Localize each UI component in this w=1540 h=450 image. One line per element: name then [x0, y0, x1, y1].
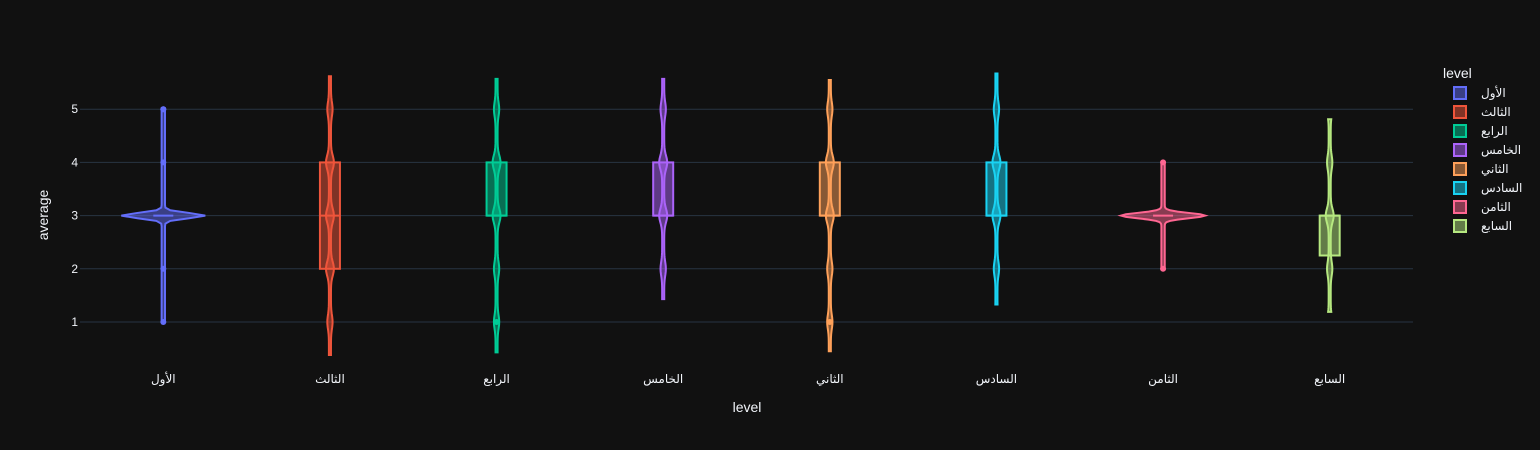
- y-gridlines: [80, 108, 1413, 323]
- y-tick-label: 3: [71, 209, 78, 223]
- violin-5: [818, 78, 841, 353]
- legend-item-1[interactable]: الأول: [1453, 85, 1506, 101]
- violin-6: [985, 72, 1008, 306]
- violin-point: [1160, 159, 1167, 166]
- y-tick-labels: 1 2 3 4 5: [71, 102, 78, 329]
- y-tick-label: 1: [71, 315, 78, 329]
- violin-box: [1318, 214, 1341, 257]
- legend-swatch: [1453, 105, 1467, 119]
- x-tick-label: الثاني: [816, 372, 844, 386]
- legend-label: الثالث: [1481, 105, 1511, 119]
- legend-swatch: [1453, 86, 1467, 100]
- legend-title: level: [1443, 65, 1472, 81]
- violin-point: [160, 106, 167, 113]
- legend: الأول الثالث الرابع الخامس الثاني السادس الثام…: [1453, 85, 1522, 233]
- violin-box: [985, 161, 1008, 217]
- legend-item-8[interactable]: السابع: [1453, 219, 1512, 233]
- legend-item-4[interactable]: الخامس: [1453, 143, 1521, 158]
- legend-label: السادس: [1481, 181, 1522, 196]
- x-tick-labels: الأول الثالث الرابع الخامس الثاني السادس الثام…: [151, 371, 1345, 387]
- legend-swatch: [1453, 219, 1467, 233]
- x-axis-title: level: [733, 399, 762, 415]
- x-tick-label: السابع: [1314, 372, 1345, 386]
- legend-swatch: [1453, 181, 1467, 195]
- violin-box: [652, 161, 675, 217]
- legend-swatch: [1453, 162, 1467, 176]
- legend-label: الأول: [1481, 85, 1506, 101]
- y-tick-label: 2: [71, 262, 78, 276]
- violin-point: [160, 265, 167, 272]
- violin-8: [1318, 118, 1341, 313]
- legend-swatch: [1453, 200, 1467, 214]
- x-tick-label: الثامن: [1148, 372, 1178, 387]
- violin-box: [818, 161, 841, 217]
- x-tick-label: السادس: [976, 372, 1017, 387]
- legend-label: السابع: [1481, 219, 1512, 233]
- legend-label: الثامن: [1481, 200, 1511, 215]
- violin-traces: [121, 72, 1341, 356]
- y-axis-title: average: [35, 189, 51, 240]
- violin-1: [121, 106, 206, 325]
- x-tick-label: الثالث: [315, 372, 345, 386]
- legend-label: الخامس: [1481, 143, 1521, 158]
- violin-point: [160, 159, 167, 166]
- legend-label: الثاني: [1481, 162, 1509, 176]
- violin-box: [485, 161, 508, 217]
- legend-label: الرابع: [1481, 124, 1508, 139]
- legend-item-5[interactable]: الثاني: [1453, 162, 1509, 176]
- legend-item-7[interactable]: الثامن: [1453, 200, 1511, 215]
- x-tick-label: الرابع: [483, 372, 510, 387]
- x-tick-label: الخامس: [643, 372, 683, 387]
- violin-point: [826, 319, 833, 325]
- legend-item-2[interactable]: الثالث: [1453, 105, 1511, 119]
- legend-swatch: [1453, 124, 1467, 138]
- x-tick-label: الأول: [151, 371, 176, 387]
- violin-point: [160, 319, 167, 325]
- violin-point: [493, 319, 500, 325]
- legend-item-3[interactable]: الرابع: [1453, 124, 1508, 139]
- y-tick-label: 5: [71, 102, 78, 116]
- y-tick-label: 4: [71, 155, 78, 169]
- legend-swatch: [1453, 143, 1467, 157]
- violin-point: [1160, 265, 1167, 272]
- violin-4: [652, 77, 675, 301]
- violin-2: [318, 75, 341, 356]
- violin-7: [1117, 159, 1209, 272]
- legend-item-6[interactable]: السادس: [1453, 181, 1522, 196]
- violin-3: [485, 77, 508, 354]
